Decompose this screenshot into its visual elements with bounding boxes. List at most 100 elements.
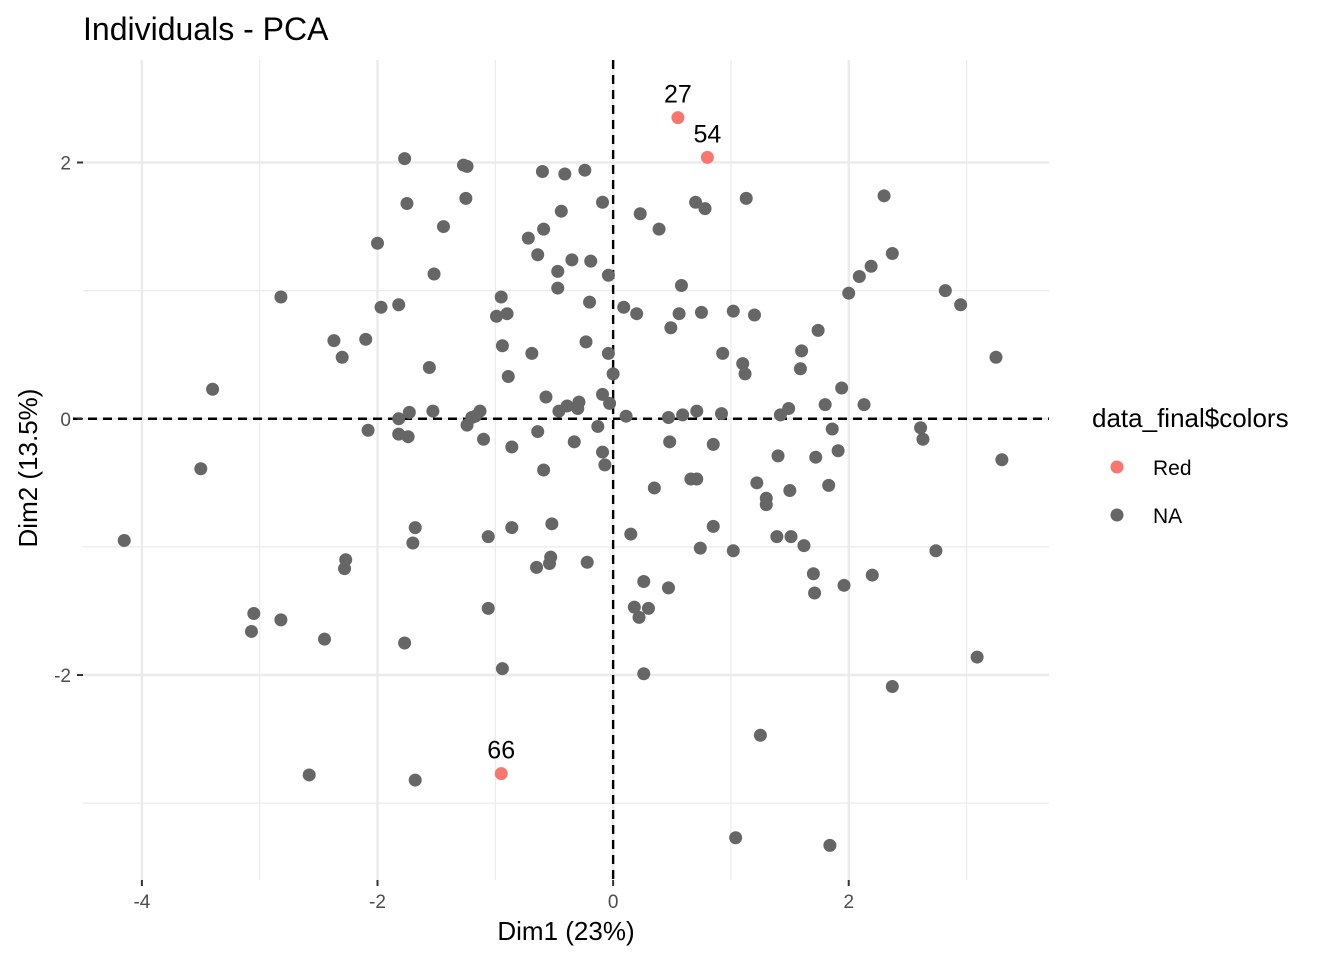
data-point-label: 66 (487, 737, 515, 765)
y-tick-label: 2 (60, 154, 71, 175)
data-point-na (674, 279, 688, 292)
data-point-na (726, 544, 740, 558)
data-point-na (408, 521, 422, 535)
data-point-na (596, 387, 610, 401)
data-point-na (914, 421, 928, 435)
data-point-na (560, 399, 574, 413)
data-point-na (579, 335, 593, 349)
data-point-na (825, 422, 839, 436)
data-point-na (822, 478, 836, 492)
reference-lines (73, 60, 1049, 880)
legend-label: NA (1153, 505, 1182, 528)
data-point-na (661, 410, 675, 424)
data-point-na (672, 307, 686, 321)
data-point-na (596, 445, 610, 459)
data-point-na (750, 476, 764, 490)
data-point-na (759, 498, 773, 512)
x-tick-label: -2 (369, 892, 386, 913)
data-point-na (661, 581, 675, 595)
data-point-na (601, 346, 615, 360)
data-point-na (698, 202, 712, 216)
data-point-na (567, 435, 581, 449)
data-point-na (630, 307, 644, 321)
data-point-na (392, 298, 406, 312)
data-point-na (885, 680, 899, 694)
data-point-na (501, 369, 515, 383)
data-point-na (885, 246, 899, 260)
data-point-na (489, 309, 503, 323)
data-point-na (477, 432, 491, 446)
data-point-na (539, 390, 553, 404)
data-point-na (558, 167, 572, 181)
data-point-na (327, 334, 341, 348)
data-point-na (637, 574, 651, 588)
data-point-na (274, 290, 288, 304)
data-point-na (578, 163, 592, 177)
data-point-na (852, 270, 866, 284)
data-point-red (671, 111, 685, 125)
data-point-na (374, 300, 388, 314)
data-point-na (637, 667, 651, 681)
data-point-na (664, 321, 678, 335)
data-point-na (302, 768, 316, 782)
data-point-na (627, 600, 641, 614)
data-point-na (535, 164, 549, 178)
data-point-na (663, 435, 677, 449)
data-point-na (194, 462, 208, 476)
data-point-na (551, 264, 565, 278)
data-point-red (700, 150, 714, 164)
data-point-na (938, 284, 952, 298)
data-point-na (544, 550, 558, 564)
data-point-na (554, 204, 568, 218)
data-point-red (494, 767, 508, 781)
data-point-label: 27 (664, 81, 692, 109)
data-point-na (247, 607, 261, 620)
data-point-na (606, 367, 620, 381)
data-point-na (525, 346, 539, 360)
data-point-na (857, 398, 871, 412)
data-point-na (401, 430, 415, 444)
data-point-na (753, 728, 767, 742)
legend-key (1110, 460, 1124, 474)
data-point-na (572, 395, 586, 409)
data-point-na (793, 362, 807, 376)
data-point-na (770, 530, 784, 544)
data-point-na (596, 195, 610, 209)
data-point-na (505, 440, 519, 454)
data-point-na (603, 396, 617, 410)
data-point-na (436, 220, 450, 234)
data-point-na (398, 636, 412, 650)
data-point-na (835, 381, 849, 395)
data-point-na (537, 222, 551, 236)
data-point-na (406, 536, 420, 550)
data-point-na (500, 307, 514, 321)
data-point-na (400, 197, 414, 210)
data-point-na (244, 624, 258, 638)
data-point-na (738, 367, 752, 381)
x-axis-title: Dim1 (23%) (497, 916, 634, 946)
data-point-na (784, 530, 798, 544)
data-point-na (811, 323, 825, 337)
data-point-na (545, 517, 559, 531)
data-point-na (736, 357, 750, 371)
data-point-na (422, 361, 436, 374)
data-point-na (531, 248, 545, 262)
data-point-na (865, 568, 879, 582)
data-point-na (809, 450, 823, 464)
data-point-na (398, 152, 412, 166)
data-point-na (473, 404, 487, 418)
data-point-na (782, 402, 796, 415)
data-point-na (591, 419, 605, 433)
data-point-na (729, 831, 743, 845)
x-tick-label: 2 (843, 892, 854, 913)
data-point-na (706, 437, 720, 451)
data-point-na (706, 519, 720, 533)
data-point-label: 54 (693, 120, 721, 148)
data-point-na (641, 601, 655, 615)
data-point-na (494, 290, 508, 304)
data-point-na (995, 453, 1009, 467)
x-tick-label: 0 (608, 892, 619, 913)
legend-key (1110, 508, 1124, 522)
data-point-na (690, 404, 704, 418)
